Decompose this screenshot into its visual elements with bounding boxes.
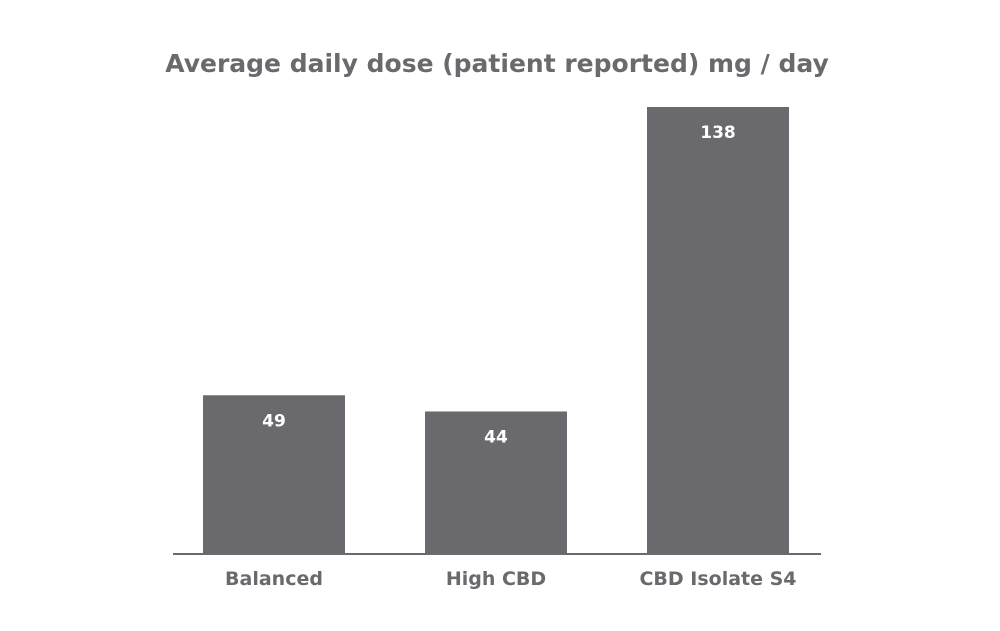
data-label-1: 44	[484, 427, 508, 447]
bar-0	[203, 395, 345, 554]
x-tick-label-1: High CBD	[446, 568, 546, 590]
data-labels-group: 49 44 138	[262, 123, 736, 447]
chart-title: Average daily dose (patient reported) mg…	[165, 49, 829, 78]
bar-1	[425, 411, 567, 554]
bars-group	[203, 107, 789, 554]
x-tick-label-2: CBD Isolate S4	[639, 568, 796, 590]
x-tick-labels-group: Balanced High CBD CBD Isolate S4	[225, 568, 797, 590]
x-tick-label-0: Balanced	[225, 568, 323, 590]
data-label-2: 138	[700, 123, 736, 143]
bar-2	[647, 107, 789, 554]
data-label-0: 49	[262, 411, 286, 431]
